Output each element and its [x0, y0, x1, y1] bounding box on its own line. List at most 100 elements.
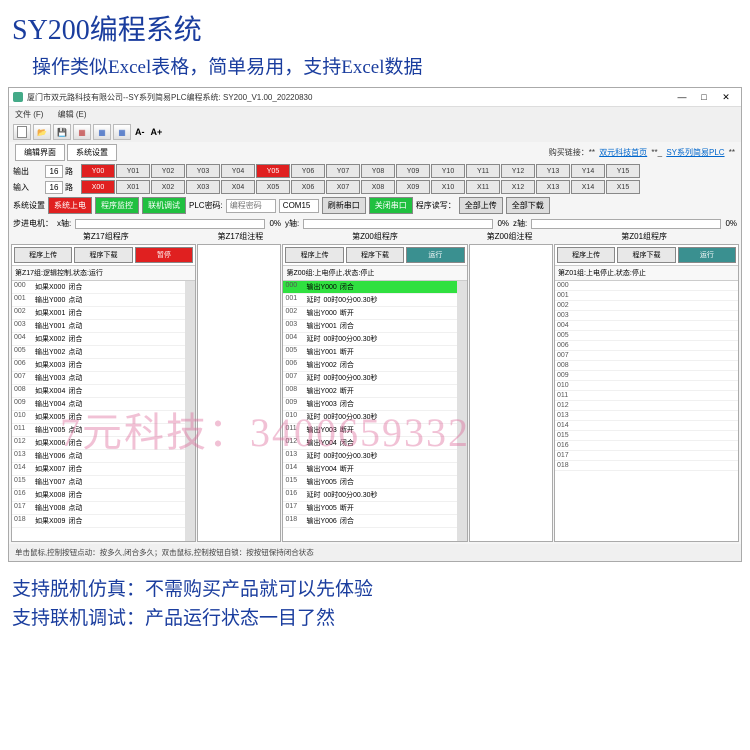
table-row[interactable]: 003输出Y001点动	[12, 320, 185, 333]
table-row[interactable]: 005输出Y002点动	[12, 346, 185, 359]
table-row[interactable]: 012输出Y004闭合	[283, 437, 456, 450]
com-select[interactable]	[279, 199, 319, 213]
table-row[interactable]: 008	[555, 361, 738, 371]
download-all[interactable]: 全部下载	[506, 197, 550, 214]
table-row[interactable]: 011	[555, 391, 738, 401]
table-row[interactable]: 004如果X002闭合	[12, 333, 185, 346]
p3-run[interactable]: 运行	[678, 247, 736, 263]
table-row[interactable]: 010如果X005闭合	[12, 411, 185, 424]
table-row[interactable]: 001输出Y000点动	[12, 294, 185, 307]
output-Y06[interactable]: Y06	[291, 164, 325, 178]
table-row[interactable]: 016延时00时00分00.30秒	[283, 489, 456, 502]
p1-download[interactable]: 程序下载	[74, 247, 132, 263]
input-X10[interactable]: X10	[431, 180, 465, 194]
tab-settings[interactable]: 系统设置	[67, 144, 117, 161]
table-row[interactable]: 017输出Y005断开	[283, 502, 456, 515]
table-row[interactable]: 004	[555, 321, 738, 331]
table-row[interactable]: 007输出Y003点动	[12, 372, 185, 385]
table-row[interactable]: 007	[555, 351, 738, 361]
link-plc[interactable]: SY系列简易PLC	[666, 148, 724, 157]
table-row[interactable]: 018如果X009闭合	[12, 515, 185, 528]
output-Y01[interactable]: Y01	[116, 164, 150, 178]
new-button[interactable]	[13, 124, 31, 140]
output-Y03[interactable]: Y03	[186, 164, 220, 178]
open-button[interactable]: 📂	[33, 124, 51, 140]
table-row[interactable]: 014输出Y004断开	[283, 463, 456, 476]
input-X13[interactable]: X13	[536, 180, 570, 194]
table-row[interactable]: 000如果X000闭合	[12, 281, 185, 294]
menu-file[interactable]: 文件 (F)	[15, 110, 43, 119]
input-X08[interactable]: X08	[361, 180, 395, 194]
output-Y02[interactable]: Y02	[151, 164, 185, 178]
tool-btn-4[interactable]: ▦	[73, 124, 91, 140]
output-Y08[interactable]: Y08	[361, 164, 395, 178]
table-row[interactable]: 016如果X008闭合	[12, 489, 185, 502]
table-row[interactable]: 018输出Y006闭合	[283, 515, 456, 528]
p2-download[interactable]: 程序下载	[346, 247, 404, 263]
input-X04[interactable]: X04	[221, 180, 255, 194]
input-X02[interactable]: X02	[151, 180, 185, 194]
table-row[interactable]: 000输出Y000闭合	[283, 281, 456, 294]
table-row[interactable]: 010	[555, 381, 738, 391]
input-X03[interactable]: X03	[186, 180, 220, 194]
input-X05[interactable]: X05	[256, 180, 290, 194]
output-Y05[interactable]: Y05	[256, 164, 290, 178]
output-Y15[interactable]: Y15	[606, 164, 640, 178]
output-Y11[interactable]: Y11	[466, 164, 500, 178]
input-X09[interactable]: X09	[396, 180, 430, 194]
input-X11[interactable]: X11	[466, 180, 500, 194]
table-row[interactable]: 009	[555, 371, 738, 381]
monitor-button[interactable]: 程序监控	[95, 197, 139, 214]
p2-run[interactable]: 运行	[406, 247, 464, 263]
table-row[interactable]: 014如果X007闭合	[12, 463, 185, 476]
font-increase[interactable]: A+	[149, 127, 165, 137]
table-row[interactable]: 013延时00时00分00.30秒	[283, 450, 456, 463]
table-row[interactable]: 001延时00时00分00.30秒	[283, 294, 456, 307]
menu-edit[interactable]: 编辑 (E)	[58, 110, 87, 119]
table-row[interactable]: 009输出Y003闭合	[283, 398, 456, 411]
output-Y07[interactable]: Y07	[326, 164, 360, 178]
output-Y00[interactable]: Y00	[81, 164, 115, 178]
pwd-input[interactable]	[226, 199, 276, 213]
table-row[interactable]: 010延时00时00分00.30秒	[283, 411, 456, 424]
input-X07[interactable]: X07	[326, 180, 360, 194]
upload-all[interactable]: 全部上传	[459, 197, 503, 214]
table-row[interactable]: 015输出Y005闭合	[283, 476, 456, 489]
table-row[interactable]: 015输出Y007点动	[12, 476, 185, 489]
table-row[interactable]: 013输出Y006点动	[12, 450, 185, 463]
p3-upload[interactable]: 程序上传	[557, 247, 615, 263]
tool-btn-6[interactable]: ▦	[113, 124, 131, 140]
table-row[interactable]: 008输出Y002断开	[283, 385, 456, 398]
debug-button[interactable]: 联机调试	[142, 197, 186, 214]
table-row[interactable]: 000	[555, 281, 738, 291]
table-row[interactable]: 005输出Y001断开	[283, 346, 456, 359]
output-Y12[interactable]: Y12	[501, 164, 535, 178]
p3-download[interactable]: 程序下载	[617, 247, 675, 263]
table-row[interactable]: 009输出Y004点动	[12, 398, 185, 411]
close-button[interactable]: ✕	[715, 90, 737, 104]
table-row[interactable]: 002	[555, 301, 738, 311]
table-row[interactable]: 006如果X003闭合	[12, 359, 185, 372]
input-X01[interactable]: X01	[116, 180, 150, 194]
table-row[interactable]: 002输出Y000断开	[283, 307, 456, 320]
table-row[interactable]: 003	[555, 311, 738, 321]
output-Y04[interactable]: Y04	[221, 164, 255, 178]
table-row[interactable]: 001	[555, 291, 738, 301]
refresh-port[interactable]: 刷新串口	[322, 197, 366, 214]
table-row[interactable]: 012	[555, 401, 738, 411]
input-X15[interactable]: X15	[606, 180, 640, 194]
input-X14[interactable]: X14	[571, 180, 605, 194]
table-row[interactable]: 006	[555, 341, 738, 351]
p1-upload[interactable]: 程序上传	[14, 247, 72, 263]
table-row[interactable]: 014	[555, 421, 738, 431]
table-row[interactable]: 016	[555, 441, 738, 451]
p2-upload[interactable]: 程序上传	[285, 247, 343, 263]
output-Y10[interactable]: Y10	[431, 164, 465, 178]
table-row[interactable]: 011输出Y005点动	[12, 424, 185, 437]
table-row[interactable]: 005	[555, 331, 738, 341]
table-row[interactable]: 006输出Y002闭合	[283, 359, 456, 372]
table-row[interactable]: 017	[555, 451, 738, 461]
table-row[interactable]: 013	[555, 411, 738, 421]
table-row[interactable]: 018	[555, 461, 738, 471]
table-row[interactable]: 002如果X001闭合	[12, 307, 185, 320]
